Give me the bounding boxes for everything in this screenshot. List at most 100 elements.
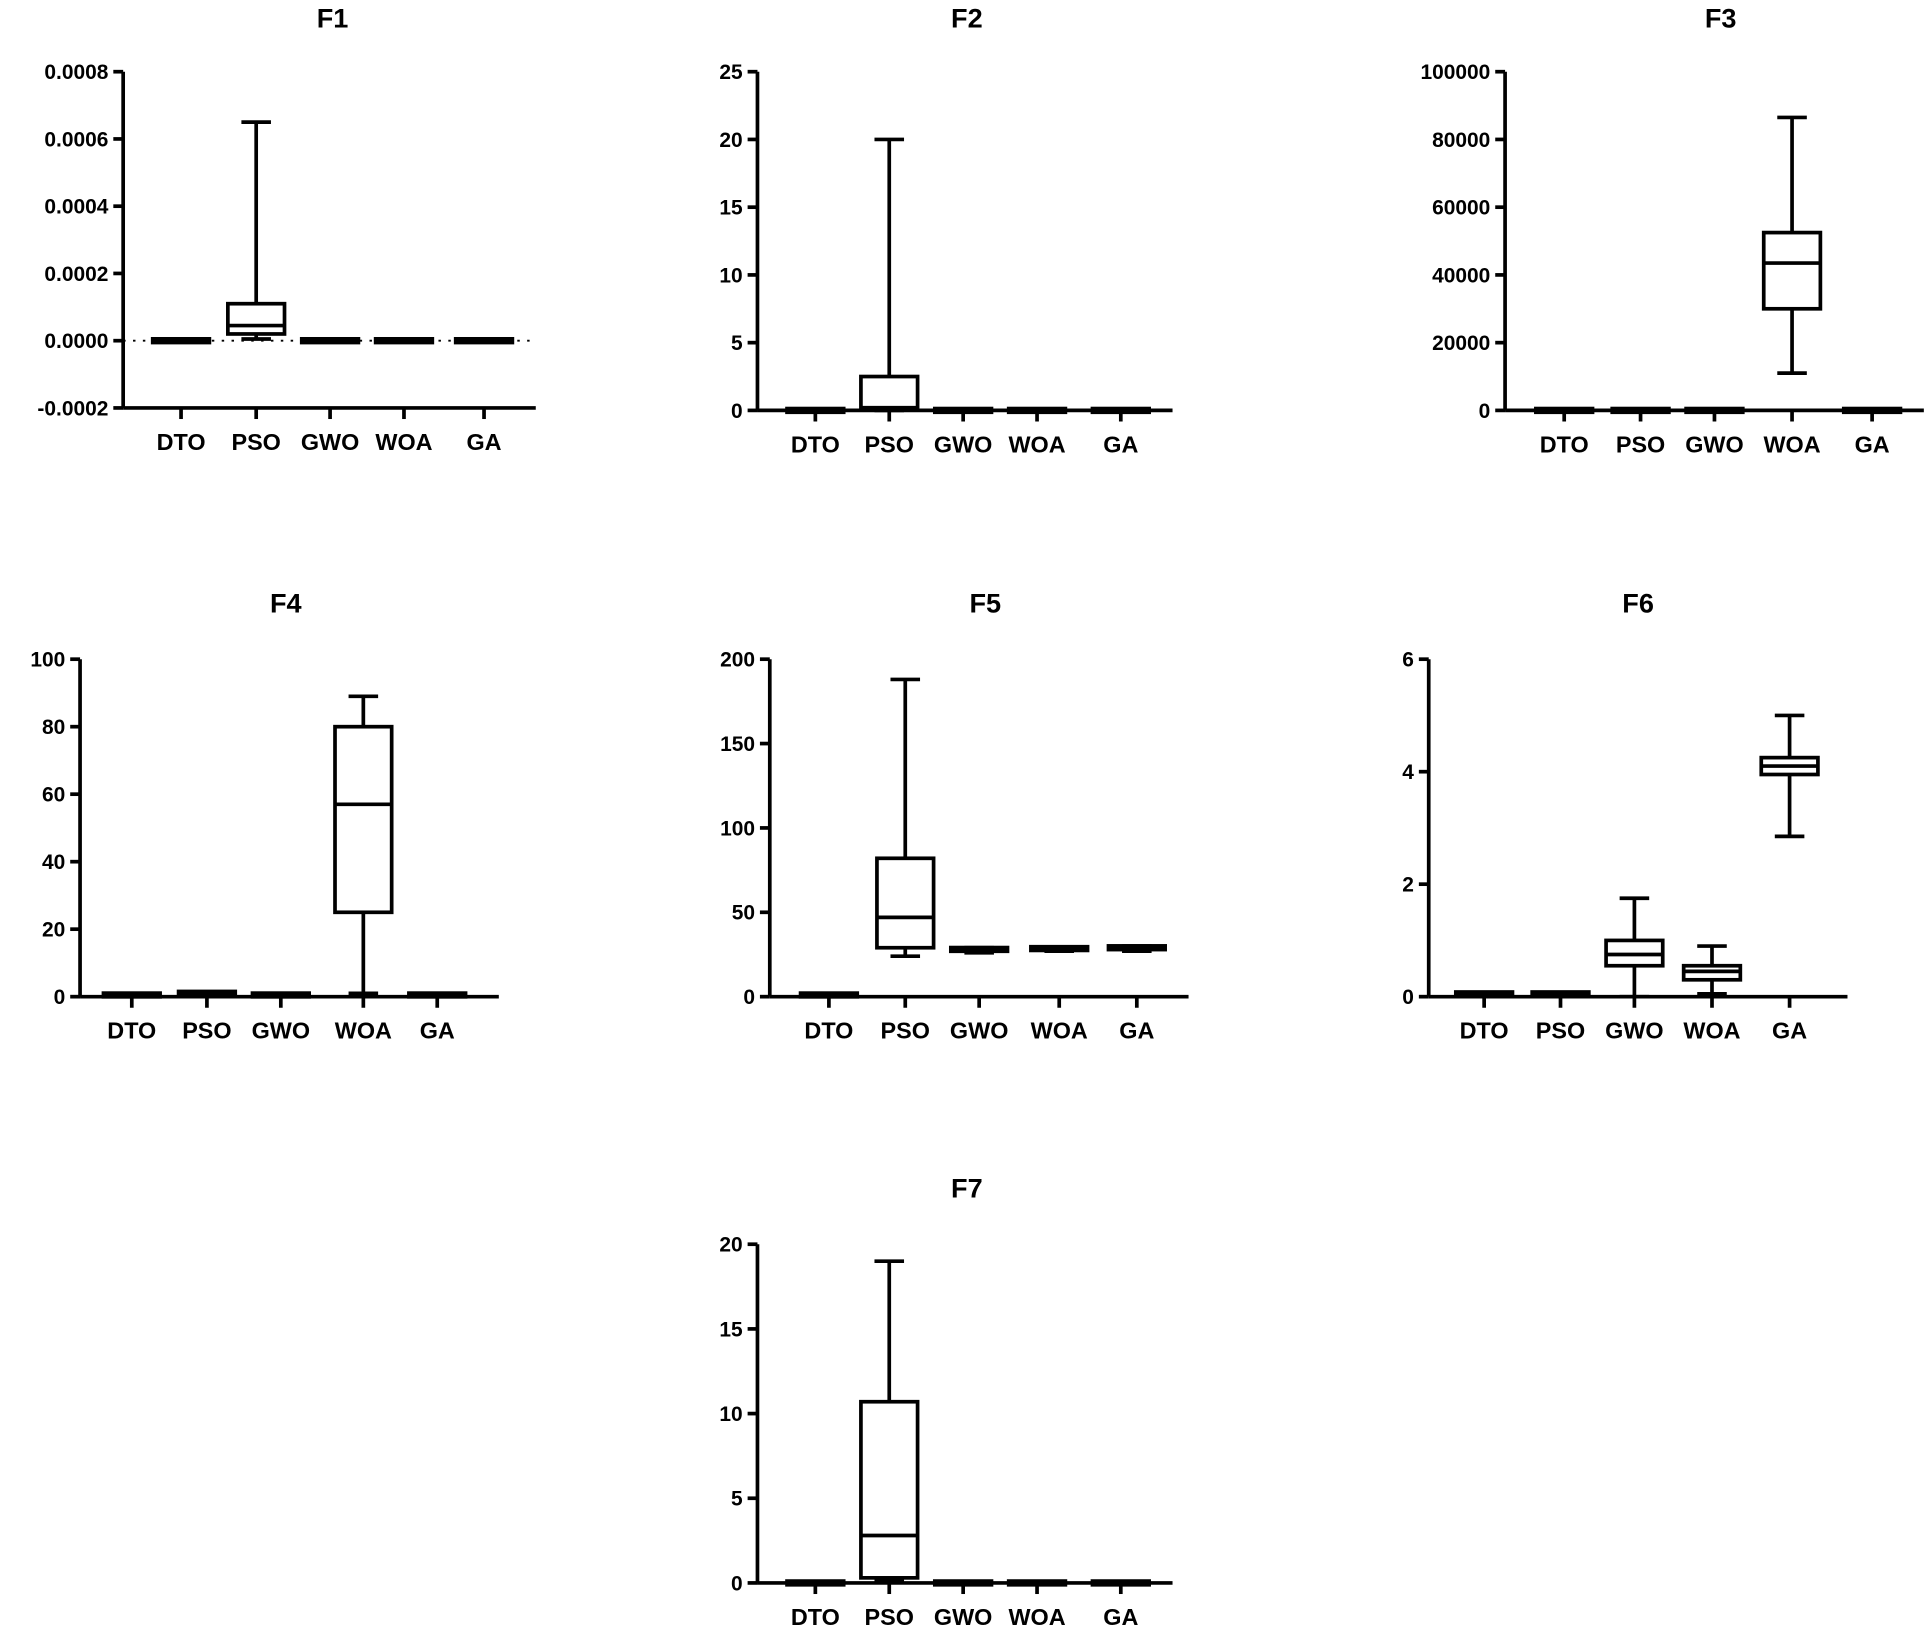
y-tick-label: 20 [719,1234,742,1257]
box-woa [1681,944,1743,996]
y-tick-label: -0.0002 [37,397,108,420]
y-tick-label: 5 [731,332,743,355]
x-tick-label: PSO [881,1018,930,1044]
box-iqr [1761,230,1823,311]
box-gwo [299,336,361,345]
x-tick-label: PSO [865,431,914,457]
x-tick-label: PSO [182,1018,231,1044]
panel-f5: F5 0 50 100 150 200 DTO PSO GWO WOA GA [720,587,1189,1044]
box-gwo [250,991,311,999]
panel-f4: F4 0 20 40 60 80 100 DTO PSO GWO WOA GA [30,587,499,1044]
x-tick-label: GA [420,1018,455,1044]
y-tick-label: 10 [719,264,742,287]
x-tick-label: WOA [1031,1018,1088,1044]
y-tick-label: 4 [1402,761,1414,784]
x-tick-label: WOA [335,1018,392,1044]
x-tick-label: GA [1103,431,1138,457]
box-dto [1453,990,1515,998]
x-tick-label: PSO [1536,1018,1585,1044]
panel-title: F1 [317,2,349,33]
y-tick-label: 6 [1402,649,1414,672]
x-tick-label: DTO [791,1604,840,1630]
y-tick-label: 100 [720,817,755,840]
box-ga [453,336,515,345]
box-pso [1610,406,1671,415]
x-tick-label: GWO [252,1018,310,1044]
box-gwo [932,406,994,415]
x-tick-label: GWO [301,429,359,455]
box-ga [1759,713,1820,839]
panel-f1: F1 -0.0002 0.0000 0.0002 0.0004 0.0006 0.0008 D… [37,2,536,455]
box-iqr [859,374,920,412]
box-dto [150,336,212,345]
box-woa [1006,406,1068,415]
box-iqr [859,1399,920,1580]
y-tick-label: 0 [54,986,66,1009]
y-tick-label: 10 [719,1403,742,1426]
y-tick-label: 5 [731,1488,743,1511]
y-tick-label: 20 [42,919,65,942]
box-ga [407,991,468,999]
box-dto [101,991,162,999]
x-tick-label: DTO [157,429,206,455]
x-tick-label: GWO [1685,431,1743,457]
x-tick-label: WOA [375,429,432,455]
box-woa [373,336,435,345]
box-pso [176,989,238,997]
box-ga [1841,406,1903,415]
y-tick-label: 2 [1402,874,1414,897]
x-tick-label: DTO [791,431,840,457]
y-tick-label: 0.0000 [44,330,108,353]
y-tick-label: 0 [731,1572,743,1595]
y-tick-label: 80000 [1432,129,1490,152]
x-tick-label: DTO [1540,431,1589,457]
x-tick-label: GA [1119,1018,1154,1044]
x-tick-label: DTO [804,1018,853,1044]
box-pso [1530,990,1591,998]
box-dto [785,1579,846,1587]
panel-f7: F7 0 5 10 15 20 DTO PSO GWO WOA GA [719,1172,1173,1630]
x-tick-label: WOA [1683,1018,1740,1044]
box-gwo [1684,406,1745,415]
x-tick-label: GA [1103,1604,1138,1630]
x-tick-label: GWO [934,1604,992,1630]
y-tick-label: 100 [30,649,65,672]
panel-f3: F3 0 20000 40000 60000 80000 100000 DTO PSO GWO WO… [1420,2,1924,457]
y-tick-label: 40 [42,851,65,874]
x-tick-label: PSO [865,1604,914,1630]
box-gwo [948,945,1010,955]
box-dto [798,991,860,999]
y-tick-label: 200 [720,649,755,672]
x-tick-label: PSO [231,429,280,455]
panel-title: F5 [970,587,1002,618]
box-iqr [875,856,936,950]
panel-title: F6 [1622,587,1654,618]
box-iqr [333,724,394,915]
y-tick-label: 0.0002 [44,263,108,286]
box-dto [785,406,846,415]
x-tick-label: GWO [950,1018,1008,1044]
x-tick-label: WOA [1008,1604,1065,1630]
y-tick-label: 0 [1402,986,1414,1009]
x-tick-label: DTO [1460,1018,1509,1044]
y-tick-label: 15 [719,1318,743,1341]
y-tick-label: 15 [719,197,743,220]
panel-title: F4 [270,587,302,618]
panel-title: F7 [951,1172,983,1203]
y-tick-label: 80 [42,716,65,739]
box-ga [1090,406,1151,415]
box-ga [1106,944,1167,953]
x-tick-label: PSO [1616,431,1665,457]
panel-title: F3 [1705,2,1737,33]
y-tick-label: 0.0008 [44,61,108,84]
box-gwo [932,1579,994,1587]
box-pso [859,137,920,413]
y-tick-label: 40000 [1432,264,1490,287]
y-tick-label: 0.0006 [44,128,108,151]
x-tick-label: WOA [1008,431,1065,457]
x-tick-label: GWO [934,431,992,457]
y-tick-label: 0 [731,400,743,423]
y-tick-label: 25 [719,61,743,84]
x-tick-label: GA [1772,1018,1807,1044]
x-tick-label: DTO [107,1018,156,1044]
